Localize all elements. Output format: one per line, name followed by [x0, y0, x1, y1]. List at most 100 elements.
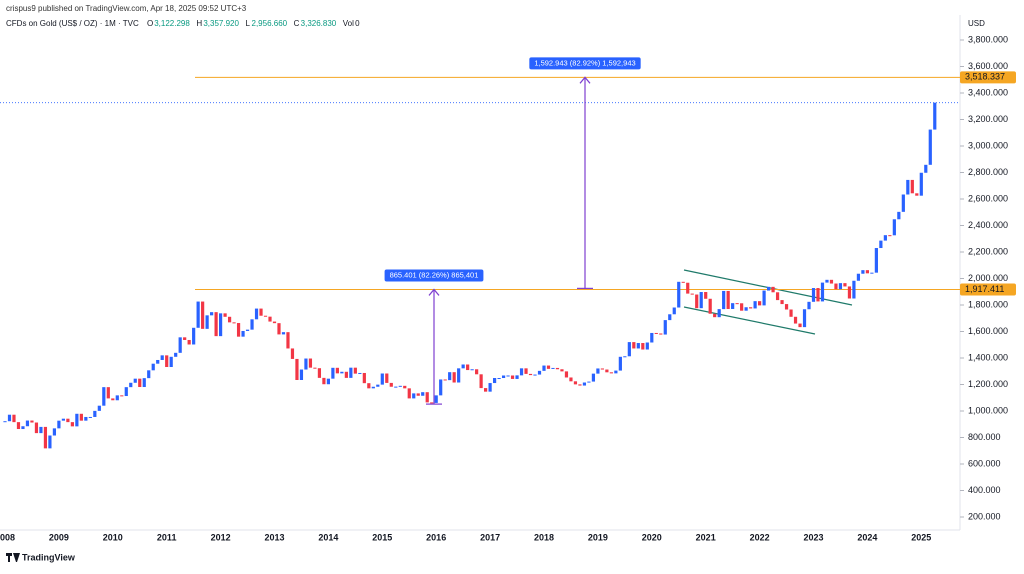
candle-body	[286, 332, 290, 349]
candle-body	[802, 309, 807, 328]
candle-body	[84, 416, 88, 421]
candle-body	[501, 375, 506, 379]
x-tick-label: 2010	[103, 532, 123, 542]
y-tick-label: 400.000	[968, 485, 1001, 495]
candle-body	[713, 313, 717, 318]
y-tick-label: 3,400.000	[968, 87, 1008, 97]
x-tick-label: 2021	[696, 532, 716, 542]
level-label: 1,917.411	[965, 284, 1004, 294]
candle-body	[165, 355, 169, 368]
candle-body	[34, 422, 39, 434]
candle-body	[61, 418, 65, 421]
y-tick-label: 2,400.000	[968, 220, 1008, 230]
candle-body	[304, 358, 308, 370]
symbol: CFDs on Gold (US$ / OZ) · 1M · TVC	[6, 19, 139, 28]
candle-body	[834, 283, 838, 290]
candle-body	[416, 393, 420, 396]
candle-body	[425, 392, 429, 403]
candle-body	[308, 358, 313, 368]
candle-body	[210, 312, 214, 316]
candle-body	[241, 330, 245, 337]
candle-body	[412, 393, 416, 399]
candle-body	[901, 194, 905, 212]
x-tick-label: 2008	[0, 532, 15, 542]
y-tick-label: 200.000	[968, 511, 1001, 521]
candle-body	[277, 323, 281, 335]
candle-body	[236, 323, 241, 337]
candle-body	[798, 323, 802, 328]
ohlc-key: H	[196, 19, 202, 28]
candle-body	[807, 301, 811, 310]
candle-body	[39, 426, 43, 434]
candle-body	[789, 309, 793, 317]
candle-body	[609, 372, 613, 374]
candle-body	[205, 315, 209, 329]
candle-body	[564, 371, 569, 378]
candle-body	[394, 386, 398, 388]
measure-arrow	[428, 288, 440, 296]
candle-body	[156, 359, 160, 364]
measure-label: 865.401 (82.26%) 865,401	[390, 270, 479, 279]
ohlc-value: 3,326.830	[301, 19, 337, 28]
ohlc-key: C	[294, 19, 300, 28]
candle-body	[533, 374, 537, 376]
candle-body	[793, 316, 798, 324]
x-tick-label: 2016	[426, 532, 446, 542]
y-tick-label: 2,800.000	[968, 167, 1008, 177]
candle-body	[582, 382, 587, 386]
ohlc-key: L	[246, 19, 251, 28]
candle-body	[201, 301, 205, 329]
candle-body	[506, 375, 510, 377]
candle-body	[254, 308, 259, 320]
candle-body	[376, 384, 380, 387]
candle-body	[174, 352, 178, 357]
candle-body	[79, 413, 83, 421]
candle-body	[906, 179, 910, 195]
candle-body	[668, 314, 672, 321]
candle-body	[740, 303, 744, 311]
candle-body	[641, 343, 645, 350]
candle-body	[888, 235, 892, 237]
candle-body	[492, 378, 497, 384]
candle-body	[75, 413, 79, 427]
logo-icon	[6, 553, 20, 562]
candle-body	[883, 235, 887, 241]
y-tick-label: 3,200.000	[968, 114, 1008, 124]
candle-body	[138, 378, 142, 388]
candle-body	[43, 426, 48, 449]
candle-body	[12, 414, 16, 423]
candle-body	[52, 428, 57, 436]
candle-body	[591, 373, 596, 382]
candle-body	[313, 367, 317, 369]
y-tick-label: 1,600.000	[968, 326, 1008, 336]
candle-body	[457, 368, 461, 383]
candle-body	[919, 172, 923, 196]
candle-body	[124, 387, 128, 397]
candle-body	[542, 365, 546, 371]
level-label-box	[960, 283, 1016, 296]
candle-body	[183, 337, 187, 340]
candle-body	[771, 286, 775, 293]
candle-body	[115, 395, 119, 401]
candle-body	[686, 282, 690, 294]
candle-body	[7, 414, 12, 422]
candle-body	[915, 193, 919, 196]
candle-body	[317, 368, 322, 378]
y-tick-label: 1,400.000	[968, 352, 1008, 362]
candle-body	[753, 301, 757, 309]
y-tick-label: 2,000.000	[968, 273, 1008, 283]
candle-body	[326, 378, 330, 385]
candle-body	[263, 315, 268, 317]
x-tick-label: 2025	[911, 532, 931, 542]
candle-body	[353, 367, 357, 374]
candle-body	[268, 316, 272, 322]
candle-body	[466, 364, 470, 371]
candle-body	[106, 387, 110, 399]
candle-body	[479, 374, 483, 389]
x-tick-label: 2024	[857, 532, 877, 542]
candle-body	[731, 303, 735, 309]
x-tick-label: 2014	[318, 532, 338, 542]
